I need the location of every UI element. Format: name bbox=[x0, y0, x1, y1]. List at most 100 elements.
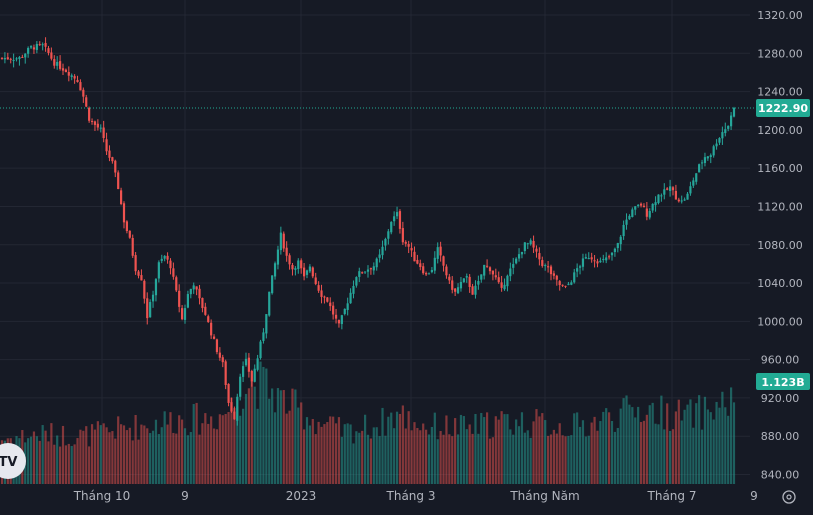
x-tick-label: Tháng Năm bbox=[509, 489, 579, 503]
candle-body bbox=[523, 242, 526, 252]
volume-bar bbox=[41, 425, 44, 484]
volume-bar bbox=[230, 397, 233, 484]
volume-bar bbox=[648, 405, 651, 484]
volume-bar bbox=[700, 429, 704, 484]
candle-body bbox=[268, 291, 271, 316]
y-axis[interactable]: 1320.00 1280.00 1240.00 1200.00 1160.00 1120.… bbox=[757, 9, 803, 482]
candle-body bbox=[70, 75, 73, 77]
candle-body bbox=[273, 263, 277, 277]
candle-body bbox=[221, 357, 224, 363]
candle-body bbox=[512, 264, 515, 268]
candle-body bbox=[50, 52, 53, 59]
volume-bar bbox=[183, 428, 187, 484]
volume-bar bbox=[140, 424, 143, 484]
candle-body bbox=[558, 281, 561, 286]
volume-bar bbox=[729, 387, 733, 484]
logo-text: TV bbox=[0, 455, 17, 470]
volume-bar bbox=[422, 423, 425, 484]
candle-body bbox=[578, 266, 582, 268]
candle-body bbox=[413, 251, 416, 262]
candle-body bbox=[323, 296, 326, 298]
volume-bar bbox=[137, 439, 140, 484]
candle-body bbox=[468, 276, 471, 287]
volume-bar bbox=[610, 421, 614, 484]
candle-body bbox=[76, 79, 79, 83]
candle-body bbox=[128, 230, 131, 238]
volume-bar bbox=[393, 428, 396, 484]
volume-bar bbox=[607, 412, 611, 484]
candle-body bbox=[610, 252, 614, 256]
volume-bar bbox=[715, 401, 718, 484]
candle-body bbox=[212, 336, 216, 339]
volume-bar bbox=[732, 402, 736, 484]
volume-bar bbox=[117, 416, 120, 484]
volume-bar bbox=[119, 424, 123, 484]
volume-bar bbox=[311, 419, 314, 484]
candle-body bbox=[157, 262, 160, 279]
candle-body bbox=[140, 275, 143, 281]
candle-body bbox=[3, 58, 7, 60]
candle-body bbox=[648, 210, 651, 218]
candle-body bbox=[602, 258, 605, 260]
candle-body bbox=[288, 255, 291, 265]
volume-bar bbox=[323, 424, 326, 484]
volume-bar bbox=[430, 426, 434, 484]
volume-bar bbox=[227, 412, 230, 484]
x-axis[interactable]: Tháng 10 9 2023 Tháng 3 Tháng Năm Tháng 7 9 bbox=[73, 489, 758, 503]
volume-bar bbox=[497, 419, 500, 484]
volume-bar bbox=[488, 438, 492, 484]
y-tick-label: 1200.00 bbox=[757, 124, 803, 137]
candle-body bbox=[517, 254, 521, 259]
candle-body bbox=[683, 199, 686, 201]
candle-body bbox=[189, 288, 192, 295]
candle-body bbox=[82, 89, 85, 97]
volume-bar bbox=[268, 398, 271, 484]
volume-bar bbox=[474, 413, 477, 484]
candle-body bbox=[96, 123, 99, 128]
candle-body bbox=[506, 275, 509, 287]
volume-bar bbox=[695, 403, 698, 484]
volume-bar bbox=[175, 433, 178, 484]
candle-body bbox=[718, 138, 721, 143]
candle-body bbox=[509, 268, 512, 277]
candle-body bbox=[111, 157, 114, 162]
candle-body bbox=[326, 297, 329, 302]
candle-body bbox=[692, 180, 695, 186]
volume-bar bbox=[88, 446, 91, 484]
volume-bar bbox=[689, 399, 692, 484]
volume-bar bbox=[468, 424, 471, 484]
candle-body bbox=[634, 206, 637, 210]
x-tick-label: Tháng 10 bbox=[73, 489, 131, 503]
volume-bar bbox=[555, 433, 558, 484]
candle-body bbox=[488, 267, 492, 272]
candle-body bbox=[439, 246, 442, 256]
volume-bar bbox=[38, 440, 41, 484]
candle-body bbox=[180, 308, 184, 320]
volume-bar bbox=[454, 418, 457, 484]
candle-body bbox=[703, 157, 707, 163]
candle-body bbox=[12, 59, 15, 61]
candle-body bbox=[93, 121, 97, 125]
volume-bar bbox=[233, 408, 236, 484]
volume-bar bbox=[366, 434, 370, 484]
candle-body bbox=[454, 288, 457, 292]
volume-bar bbox=[201, 423, 204, 484]
candle-body bbox=[224, 361, 227, 385]
candle-body bbox=[305, 270, 309, 275]
candle-body bbox=[645, 208, 648, 217]
candle-body bbox=[625, 219, 628, 225]
candle-body bbox=[619, 236, 622, 245]
candle-body bbox=[706, 156, 709, 159]
candle-body bbox=[32, 47, 36, 50]
volume-bar bbox=[538, 416, 541, 484]
volume-bar bbox=[634, 417, 637, 484]
tradingview-logo[interactable]: TV bbox=[0, 443, 26, 479]
volume-badge: 1.123B bbox=[756, 373, 810, 390]
settings-gear-icon[interactable] bbox=[782, 490, 796, 504]
y-tick-label: 1080.00 bbox=[757, 239, 803, 252]
volume-bar bbox=[212, 428, 216, 484]
candle-body bbox=[302, 267, 306, 277]
candle-body bbox=[552, 273, 556, 276]
